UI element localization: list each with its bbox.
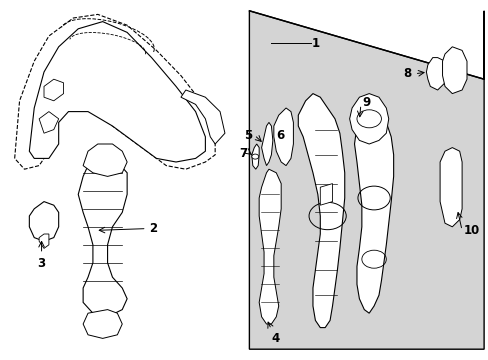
Polygon shape xyxy=(29,202,59,241)
Polygon shape xyxy=(349,94,388,144)
Polygon shape xyxy=(15,14,215,169)
Text: 3: 3 xyxy=(38,257,45,270)
Text: 5: 5 xyxy=(243,129,251,141)
Circle shape xyxy=(251,154,258,159)
Polygon shape xyxy=(354,108,393,313)
Polygon shape xyxy=(44,79,63,101)
Polygon shape xyxy=(39,112,59,133)
Polygon shape xyxy=(251,144,259,169)
Polygon shape xyxy=(261,122,272,166)
Text: 1: 1 xyxy=(311,37,320,50)
Polygon shape xyxy=(439,148,461,227)
Polygon shape xyxy=(83,310,122,338)
Polygon shape xyxy=(442,47,466,94)
Polygon shape xyxy=(39,234,49,248)
Text: 2: 2 xyxy=(149,222,157,235)
Polygon shape xyxy=(249,11,483,349)
Text: 6: 6 xyxy=(276,129,284,141)
Polygon shape xyxy=(273,108,293,166)
Polygon shape xyxy=(29,22,205,162)
Polygon shape xyxy=(298,94,344,328)
Text: 7: 7 xyxy=(238,147,246,159)
Polygon shape xyxy=(181,90,224,144)
Polygon shape xyxy=(320,184,332,205)
Polygon shape xyxy=(426,58,447,90)
Polygon shape xyxy=(259,169,281,324)
Polygon shape xyxy=(83,144,127,176)
Polygon shape xyxy=(78,155,127,317)
Text: 8: 8 xyxy=(403,67,411,80)
Text: 9: 9 xyxy=(362,96,370,109)
Text: 10: 10 xyxy=(463,224,479,237)
Text: 4: 4 xyxy=(271,332,279,345)
